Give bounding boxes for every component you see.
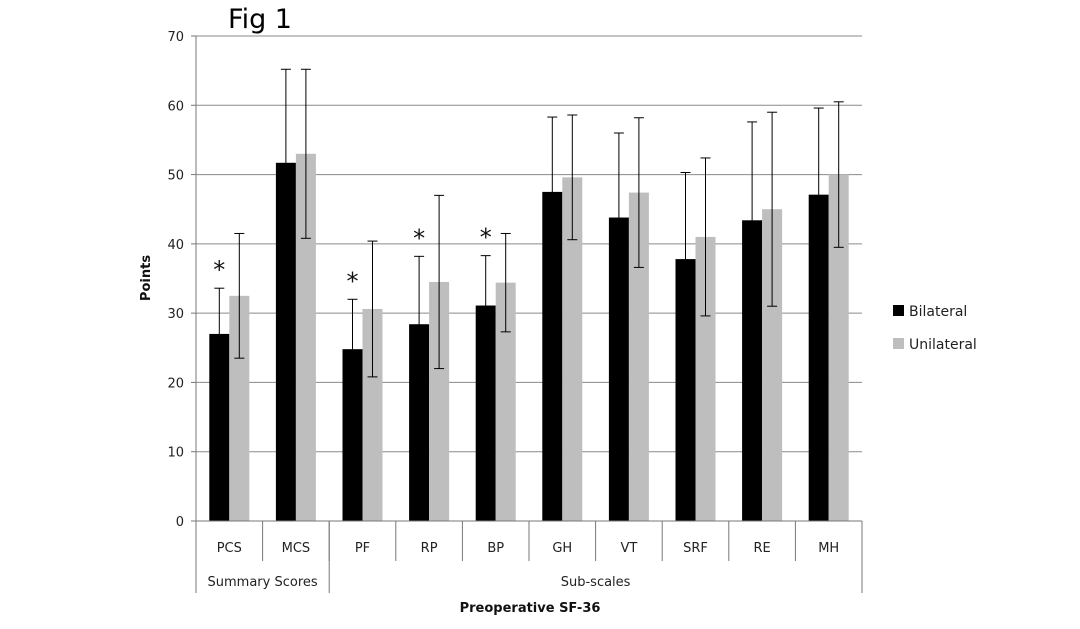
error-bar-unilateral-rp xyxy=(434,194,445,370)
category-label-pcs: PCS xyxy=(217,541,242,556)
y-axis-ticks: 0 10 20 30 40 50 60 70 xyxy=(167,30,196,530)
bar-unilateral-pf xyxy=(362,308,383,521)
bar-unilateral-re xyxy=(762,209,783,521)
y-axis-title: Points xyxy=(139,255,154,301)
error-bar-unilateral-bp xyxy=(500,232,511,333)
figure-title: Fig 1 xyxy=(228,4,292,35)
error-bar-bilateral-re xyxy=(747,121,758,320)
bar-bilateral-pf xyxy=(342,349,363,521)
error-bar-bilateral-vt xyxy=(613,132,624,303)
significance-marker-rp: * xyxy=(413,224,425,252)
category-label-vt: VT xyxy=(620,541,637,556)
category-label-mcs: MCS xyxy=(282,541,311,556)
category-label-re: RE xyxy=(753,541,770,556)
error-bars xyxy=(214,68,844,400)
significance-markers: * * * * xyxy=(213,224,491,296)
y-tick-label: 50 xyxy=(167,169,184,184)
error-bar-bilateral-pcs xyxy=(214,287,225,381)
bar-bilateral-rp xyxy=(409,324,430,521)
error-bar-bilateral-bp xyxy=(480,255,491,356)
significance-marker-bp: * xyxy=(480,224,492,252)
legend: Bilateral Unilateral xyxy=(893,304,977,353)
legend-swatch-unilateral xyxy=(893,338,904,349)
group-labels: Summary Scores Sub-scales xyxy=(208,575,631,590)
error-bar-unilateral-pcs xyxy=(234,232,245,359)
error-bar-bilateral-rp xyxy=(414,255,425,393)
group-label-0: Summary Scores xyxy=(208,575,318,590)
significance-marker-pcs: * xyxy=(213,256,225,284)
category-label-gh: GH xyxy=(552,541,572,556)
category-label-srf: SRF xyxy=(683,541,708,556)
bar-unilateral-rp xyxy=(429,281,450,521)
bar-bilateral-mcs xyxy=(275,162,296,522)
error-bar-bilateral-mcs xyxy=(280,68,291,257)
category-label-rp: RP xyxy=(421,541,438,556)
bar-unilateral-vt xyxy=(628,192,649,522)
error-bar-unilateral-re xyxy=(767,111,778,307)
axes xyxy=(195,36,863,593)
bars xyxy=(209,153,849,522)
x-axis-title: Preoperative SF-36 xyxy=(460,601,601,616)
error-bar-unilateral-gh xyxy=(567,114,578,241)
error-bar-unilateral-mh xyxy=(833,101,844,248)
bar-unilateral-mh xyxy=(828,174,849,522)
legend-label-bilateral: Bilateral xyxy=(909,304,967,320)
bar-unilateral-gh xyxy=(562,177,583,522)
y-tick-label: 30 xyxy=(167,307,184,322)
bar-unilateral-pcs xyxy=(229,295,250,521)
bar-bilateral-mh xyxy=(808,194,829,521)
error-bar-bilateral-mh xyxy=(813,107,824,282)
category-label-bp: BP xyxy=(487,541,504,556)
error-bar-unilateral-mcs xyxy=(300,68,311,239)
significance-marker-pf: * xyxy=(347,267,359,295)
group-label-1: Sub-scales xyxy=(561,575,631,590)
y-tick-label: 60 xyxy=(167,99,184,114)
bar-bilateral-vt xyxy=(608,217,629,521)
category-label-pf: PF xyxy=(355,541,370,556)
y-tick-label: 10 xyxy=(167,446,184,461)
bar-unilateral-bp xyxy=(495,282,516,521)
y-tick-label: 20 xyxy=(167,376,184,391)
category-labels: PCS MCS PF RP BP GH VT SRF RE MH xyxy=(217,541,839,556)
category-label-mh: MH xyxy=(818,541,839,556)
y-tick-label: 40 xyxy=(167,238,184,253)
legend-swatch-bilateral xyxy=(893,305,904,316)
error-bar-bilateral-srf xyxy=(680,171,691,347)
error-bar-unilateral-srf xyxy=(700,157,711,317)
error-bar-unilateral-pf xyxy=(367,240,378,378)
error-bar-unilateral-vt xyxy=(633,117,644,268)
bar-unilateral-srf xyxy=(695,236,716,521)
bar-bilateral-pcs xyxy=(209,333,230,521)
error-bar-bilateral-gh xyxy=(547,116,558,268)
y-tick-label: 70 xyxy=(167,30,184,45)
legend-label-unilateral: Unilateral xyxy=(909,337,977,353)
y-tick-label: 0 xyxy=(176,515,184,530)
error-bar-bilateral-pf xyxy=(347,298,358,400)
bar-bilateral-re xyxy=(742,220,763,522)
bar-bilateral-bp xyxy=(475,305,496,521)
bar-bilateral-gh xyxy=(542,191,563,521)
bar-unilateral-mcs xyxy=(295,153,316,522)
bar-bilateral-srf xyxy=(675,259,696,521)
